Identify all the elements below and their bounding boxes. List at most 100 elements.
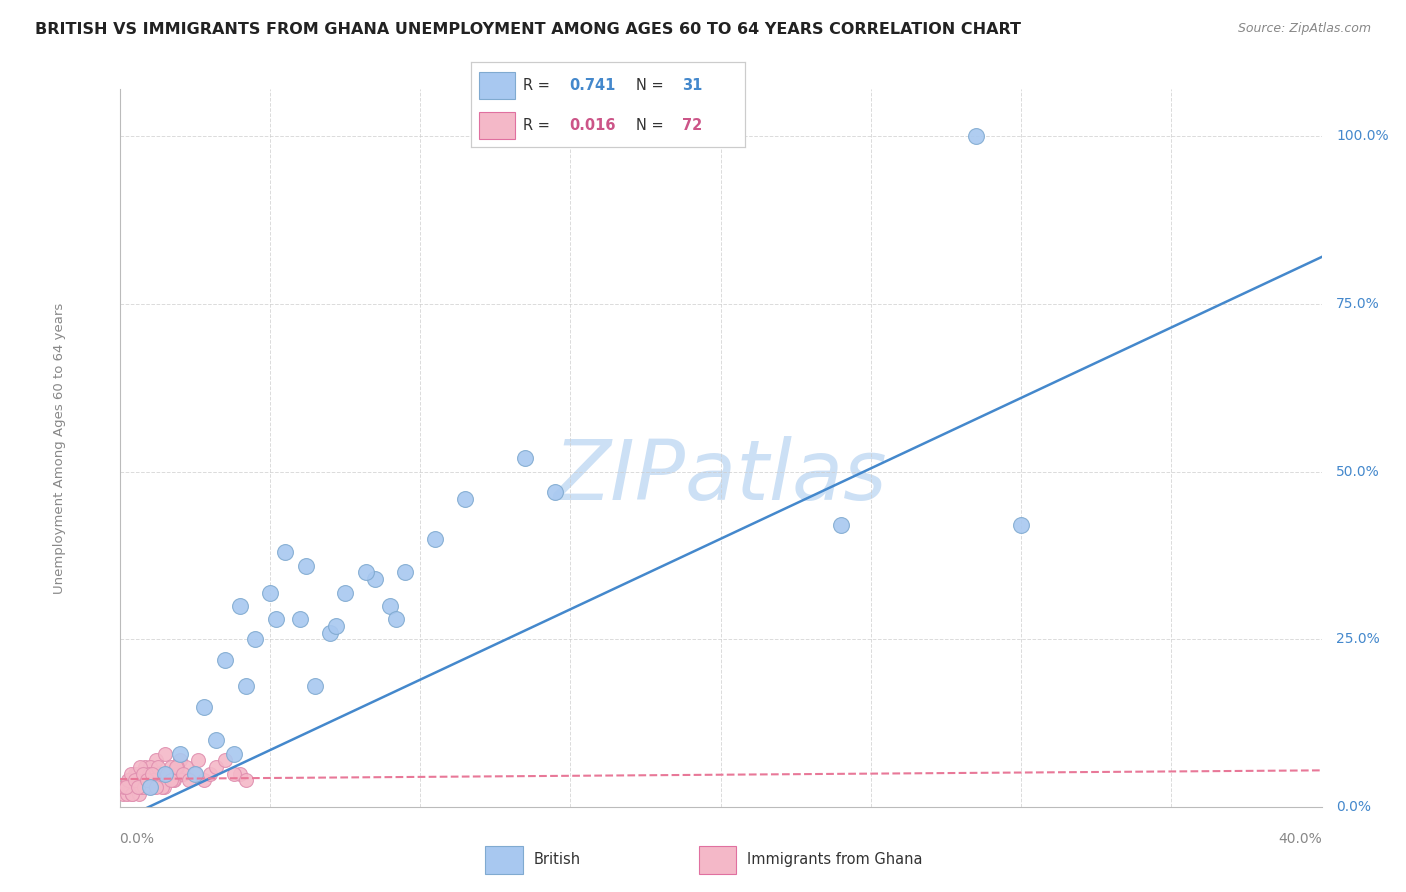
Point (127, 780, 149, 794)
Point (169, 747, 191, 761)
Bar (479, 112, 515, 139)
Point (515, 451, 537, 466)
Point (1010, 518, 1032, 533)
Point (150, 773, 173, 788)
Point (183, 766, 205, 780)
Point (136, 766, 159, 780)
Point (153, 747, 176, 761)
Bar (479, 71, 515, 99)
Point (193, 773, 215, 788)
Point (193, 699, 215, 714)
Point (333, 585, 356, 599)
Point (127, 773, 149, 788)
Point (114, 780, 136, 794)
Point (454, 491, 477, 506)
Point (187, 753, 209, 767)
Point (423, 532, 446, 546)
Point (394, 566, 416, 580)
Text: N =: N = (636, 78, 668, 93)
Point (135, 780, 157, 794)
Point (204, 760, 226, 774)
Text: ZIPatlas: ZIPatlas (554, 436, 887, 517)
Point (243, 632, 266, 647)
Point (177, 773, 200, 788)
Point (235, 680, 257, 694)
Point (122, 773, 145, 788)
Text: 50.0%: 50.0% (1336, 465, 1379, 479)
Point (319, 625, 342, 640)
Point (138, 766, 160, 780)
Point (115, 780, 138, 794)
Point (544, 484, 567, 499)
Point (135, 773, 157, 788)
Point (162, 773, 184, 788)
Text: 0.0%: 0.0% (120, 832, 155, 847)
Point (138, 780, 160, 794)
Text: British: British (533, 853, 581, 867)
Text: 40.0%: 40.0% (1278, 832, 1322, 847)
Point (141, 766, 163, 780)
Point (142, 780, 165, 794)
Point (153, 780, 176, 794)
Point (222, 766, 245, 780)
Text: Immigrants from Ghana: Immigrants from Ghana (747, 853, 922, 867)
Point (228, 766, 252, 780)
Bar (485, 846, 523, 874)
Point (162, 773, 184, 788)
Point (132, 773, 155, 788)
Point (124, 773, 146, 788)
Point (115, 787, 138, 801)
Point (138, 773, 160, 788)
Point (125, 780, 148, 794)
Point (145, 753, 167, 767)
Point (204, 733, 226, 747)
Point (131, 780, 153, 794)
Text: R =: R = (523, 118, 554, 133)
Point (134, 780, 156, 794)
Point (378, 599, 401, 613)
Point (111, 787, 134, 801)
Point (274, 545, 297, 559)
Point (183, 766, 205, 780)
Point (288, 612, 311, 626)
Text: 72: 72 (682, 118, 703, 133)
Point (165, 760, 187, 774)
Point (156, 766, 179, 780)
Text: 0.741: 0.741 (569, 78, 616, 93)
Text: 31: 31 (682, 78, 703, 93)
Point (157, 766, 180, 780)
Point (304, 680, 326, 694)
Point (128, 787, 150, 801)
Text: 25.0%: 25.0% (1336, 632, 1379, 647)
Point (166, 760, 188, 774)
Point (136, 773, 159, 788)
Point (830, 518, 852, 533)
Point (354, 566, 377, 580)
Point (146, 760, 169, 774)
Point (156, 766, 179, 780)
Point (222, 747, 245, 761)
Point (129, 766, 152, 780)
Text: Source: ZipAtlas.com: Source: ZipAtlas.com (1237, 22, 1371, 36)
Point (160, 773, 183, 788)
Point (198, 766, 221, 780)
Point (139, 760, 162, 774)
Point (153, 766, 176, 780)
Point (385, 612, 408, 626)
Point (129, 760, 152, 774)
Text: BRITISH VS IMMIGRANTS FROM GHANA UNEMPLOYMENT AMONG AGES 60 TO 64 YEARS CORRELAT: BRITISH VS IMMIGRANTS FROM GHANA UNEMPLO… (35, 22, 1021, 37)
Bar (699, 846, 737, 874)
Point (965, 129, 987, 144)
Point (121, 787, 143, 801)
Text: R =: R = (523, 78, 554, 93)
Point (169, 753, 191, 767)
Point (121, 787, 143, 801)
Point (117, 773, 139, 788)
Point (132, 766, 155, 780)
Point (125, 766, 148, 780)
Text: 0.016: 0.016 (569, 118, 616, 133)
Point (129, 780, 152, 794)
Point (143, 766, 166, 780)
Point (364, 572, 387, 586)
Point (264, 612, 287, 626)
